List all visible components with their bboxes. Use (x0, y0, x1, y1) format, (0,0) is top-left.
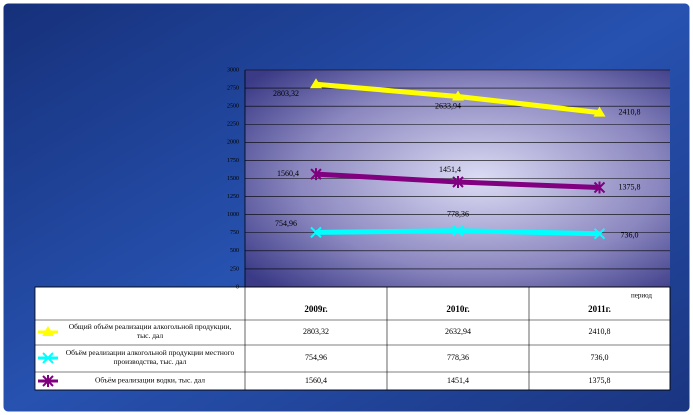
y-tick-label: 0 (236, 284, 239, 290)
legend-label: Общий объём реализации алкогольной проду… (69, 322, 232, 340)
marker (593, 181, 606, 194)
data-label: 778,36 (447, 210, 469, 219)
legend-label: Объём реализации водки, тыс. дал (95, 376, 205, 385)
data-label: 2803,32 (273, 89, 299, 98)
y-tick-label: 750 (230, 230, 239, 236)
data-label: 1560,4 (277, 169, 299, 178)
table-cell: 2803,32 (303, 327, 329, 336)
table-cell: 778,36 (447, 353, 469, 362)
y-tick-label: 2750 (227, 85, 239, 91)
y-tick-label: 2250 (227, 122, 239, 128)
marker (42, 375, 54, 387)
table-cell: 2632,94 (445, 327, 471, 336)
data-label: 2633,94 (435, 101, 461, 110)
x-axis-label: период (631, 292, 652, 300)
data-label: 1375,8 (619, 182, 641, 191)
marker (310, 78, 322, 89)
y-tick-label: 500 (230, 248, 239, 254)
table-cell: 1375,8 (589, 376, 611, 385)
marker (452, 224, 464, 237)
data-label: 754,96 (275, 219, 297, 228)
data-label: 2410,8 (619, 107, 641, 116)
table-cell: 1451,4 (447, 376, 469, 385)
x-tick-label: 2011г. (588, 304, 611, 314)
marker (452, 176, 464, 189)
y-tick-label: 3000 (227, 67, 239, 73)
x-tick-label: 2010г. (446, 304, 469, 314)
marker (593, 228, 606, 240)
y-tick-label: 2500 (227, 104, 239, 110)
data-label: 1451,4 (439, 165, 461, 174)
table-cell: 736,0 (591, 353, 609, 362)
y-tick-label: 1250 (227, 194, 239, 200)
marker (593, 106, 606, 117)
y-tick-label: 250 (230, 266, 239, 272)
y-tick-label: 1750 (227, 158, 239, 164)
data-label: 736,0 (621, 231, 639, 240)
marker (42, 326, 54, 336)
marker (310, 168, 322, 181)
x-tick-label: 2009г. (304, 304, 327, 314)
data-table (34, 286, 671, 391)
y-tick-label: 1500 (227, 176, 239, 182)
marker (452, 90, 464, 101)
legend-label: Объём реализации алкогольной продукции м… (66, 348, 235, 366)
table-cell: 1560,4 (305, 376, 327, 385)
table-cell: 2410,8 (589, 327, 611, 336)
table-cell: 754,96 (305, 353, 327, 362)
y-tick-label: 2000 (227, 140, 239, 146)
marker (42, 352, 54, 364)
y-tick-label: 1000 (227, 212, 239, 218)
marker (310, 226, 322, 239)
